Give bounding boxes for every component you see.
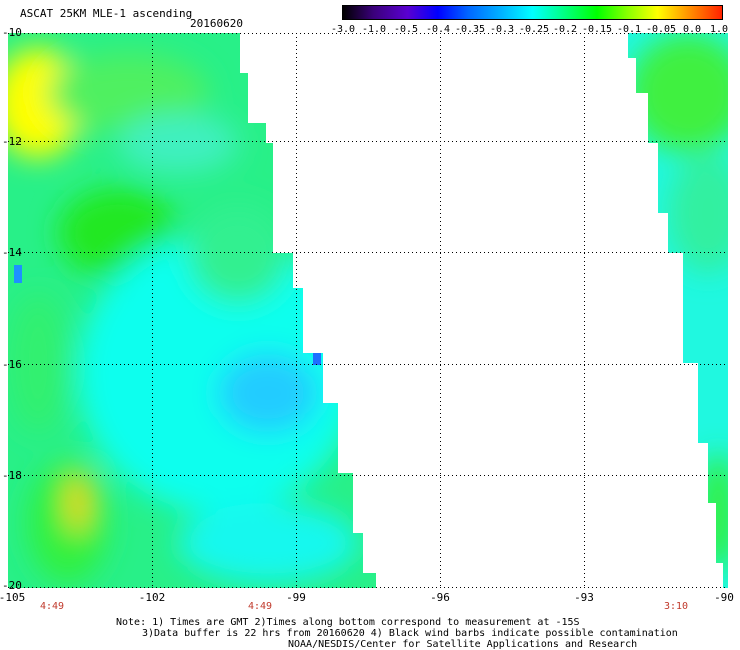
lat-label: -12 — [2, 135, 22, 148]
lon-label: -99 — [286, 591, 306, 604]
colorbar-label: 0.0 — [682, 24, 702, 35]
colorbar-label: -1.0 — [361, 24, 387, 35]
right-swath — [628, 33, 728, 588]
map-title: ASCAT 25KM MLE-1 ascending — [20, 7, 193, 20]
footnote: 3)Data buffer is 22 hrs from 20160620 4)… — [142, 628, 678, 639]
map-date: 20160620 — [190, 17, 243, 30]
left-swath — [8, 33, 376, 588]
colorbar-label: -0.4 — [425, 24, 451, 35]
colorbar-label: -0.1 — [616, 24, 642, 35]
lon-label: -102 — [138, 591, 166, 604]
colorbar-label: -0.5 — [393, 24, 419, 35]
footnote: Note: 1) Times are GMT 2)Times along bot… — [116, 617, 580, 628]
lat-label: -14 — [2, 246, 22, 259]
credit-line: NOAA/NESDIS/Center for Satellite Applica… — [288, 639, 638, 650]
lon-label: -96 — [430, 591, 450, 604]
colorbar-label: -3.0 — [330, 24, 356, 35]
lon-label: -90 — [714, 591, 734, 604]
lon-label: -105 — [0, 591, 26, 604]
colorbar-label: -0.3 — [489, 24, 515, 35]
colorbar-label: -0.15 — [581, 24, 613, 35]
lon-label: -93 — [574, 591, 594, 604]
colorbar-label: -0.2 — [552, 24, 578, 35]
colorbar-label: -0.35 — [454, 24, 486, 35]
lat-label: -18 — [2, 469, 22, 482]
pass-time: 3:10 — [663, 601, 689, 612]
pass-time: 4:49 — [247, 601, 273, 612]
color-scale-bar — [342, 5, 723, 20]
pass-time: 4:49 — [39, 601, 65, 612]
lat-label: -20 — [2, 579, 22, 592]
colorbar-label: 1.0 — [709, 24, 729, 35]
colorbar-label: -0.05 — [645, 24, 677, 35]
colorbar-label: -0.25 — [518, 24, 550, 35]
lat-label: -16 — [2, 358, 22, 371]
wind-map-plot — [8, 33, 728, 588]
lat-label: -10 — [2, 26, 22, 39]
graticule — [8, 33, 728, 588]
